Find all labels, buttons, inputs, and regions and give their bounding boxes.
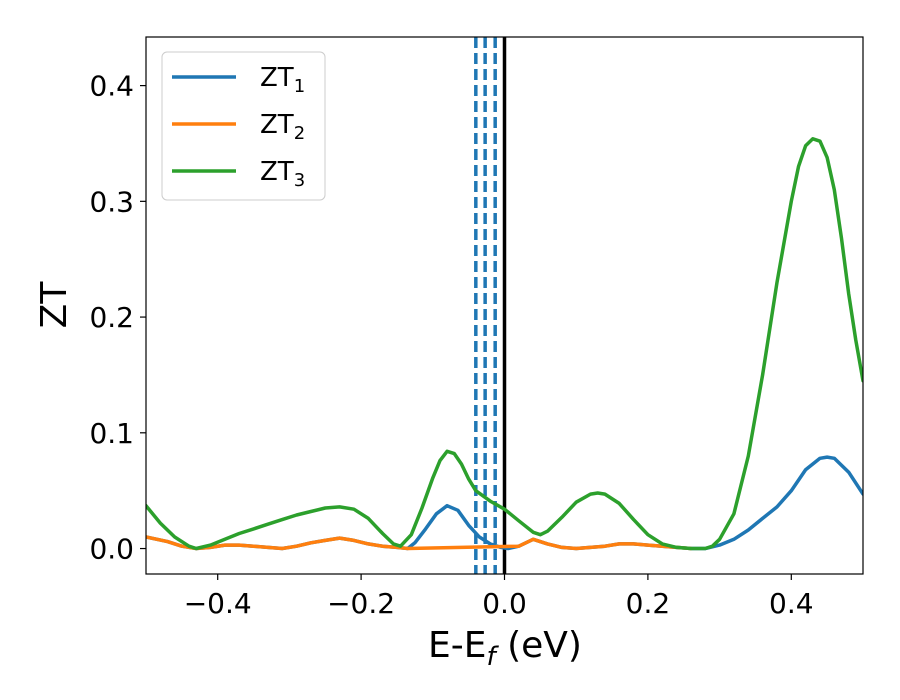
legend-label-zt2: ZT2 <box>260 110 305 144</box>
y-tick-label: 0.0 <box>89 533 134 566</box>
x-tick-label: 0.2 <box>626 587 671 620</box>
y-tick-label: 0.2 <box>89 301 134 334</box>
x-tick-label: −0.2 <box>327 587 395 620</box>
series-layer <box>146 137 863 551</box>
y-tick-label: 0.3 <box>89 185 134 218</box>
y-axis-label: ZT <box>34 281 75 329</box>
reference-lines <box>474 37 507 574</box>
x-axis: −0.4 −0.2 0.0 0.2 0.4 <box>184 574 814 620</box>
legend: ZT1 ZT2 ZT3 <box>161 51 326 201</box>
y-axis: 0.0 0.1 0.2 0.3 0.4 <box>89 70 146 566</box>
legend-box <box>161 51 326 201</box>
x-tick-label: 0.4 <box>769 587 814 620</box>
x-tick-label: −0.4 <box>184 587 252 620</box>
legend-label-zt3: ZT3 <box>260 157 305 191</box>
x-axis-label-unit: (eV) <box>496 625 582 666</box>
legend-label-zt1: ZT1 <box>260 63 305 97</box>
x-tick-label: 0.0 <box>482 587 527 620</box>
series-line-zt3 <box>146 137 863 551</box>
y-tick-label: 0.4 <box>89 70 134 103</box>
y-tick-label: 0.1 <box>89 417 134 450</box>
x-axis-label: E-Ef (eV) <box>428 625 582 672</box>
series-line-zt2 <box>146 535 693 551</box>
plot-area <box>146 37 863 574</box>
